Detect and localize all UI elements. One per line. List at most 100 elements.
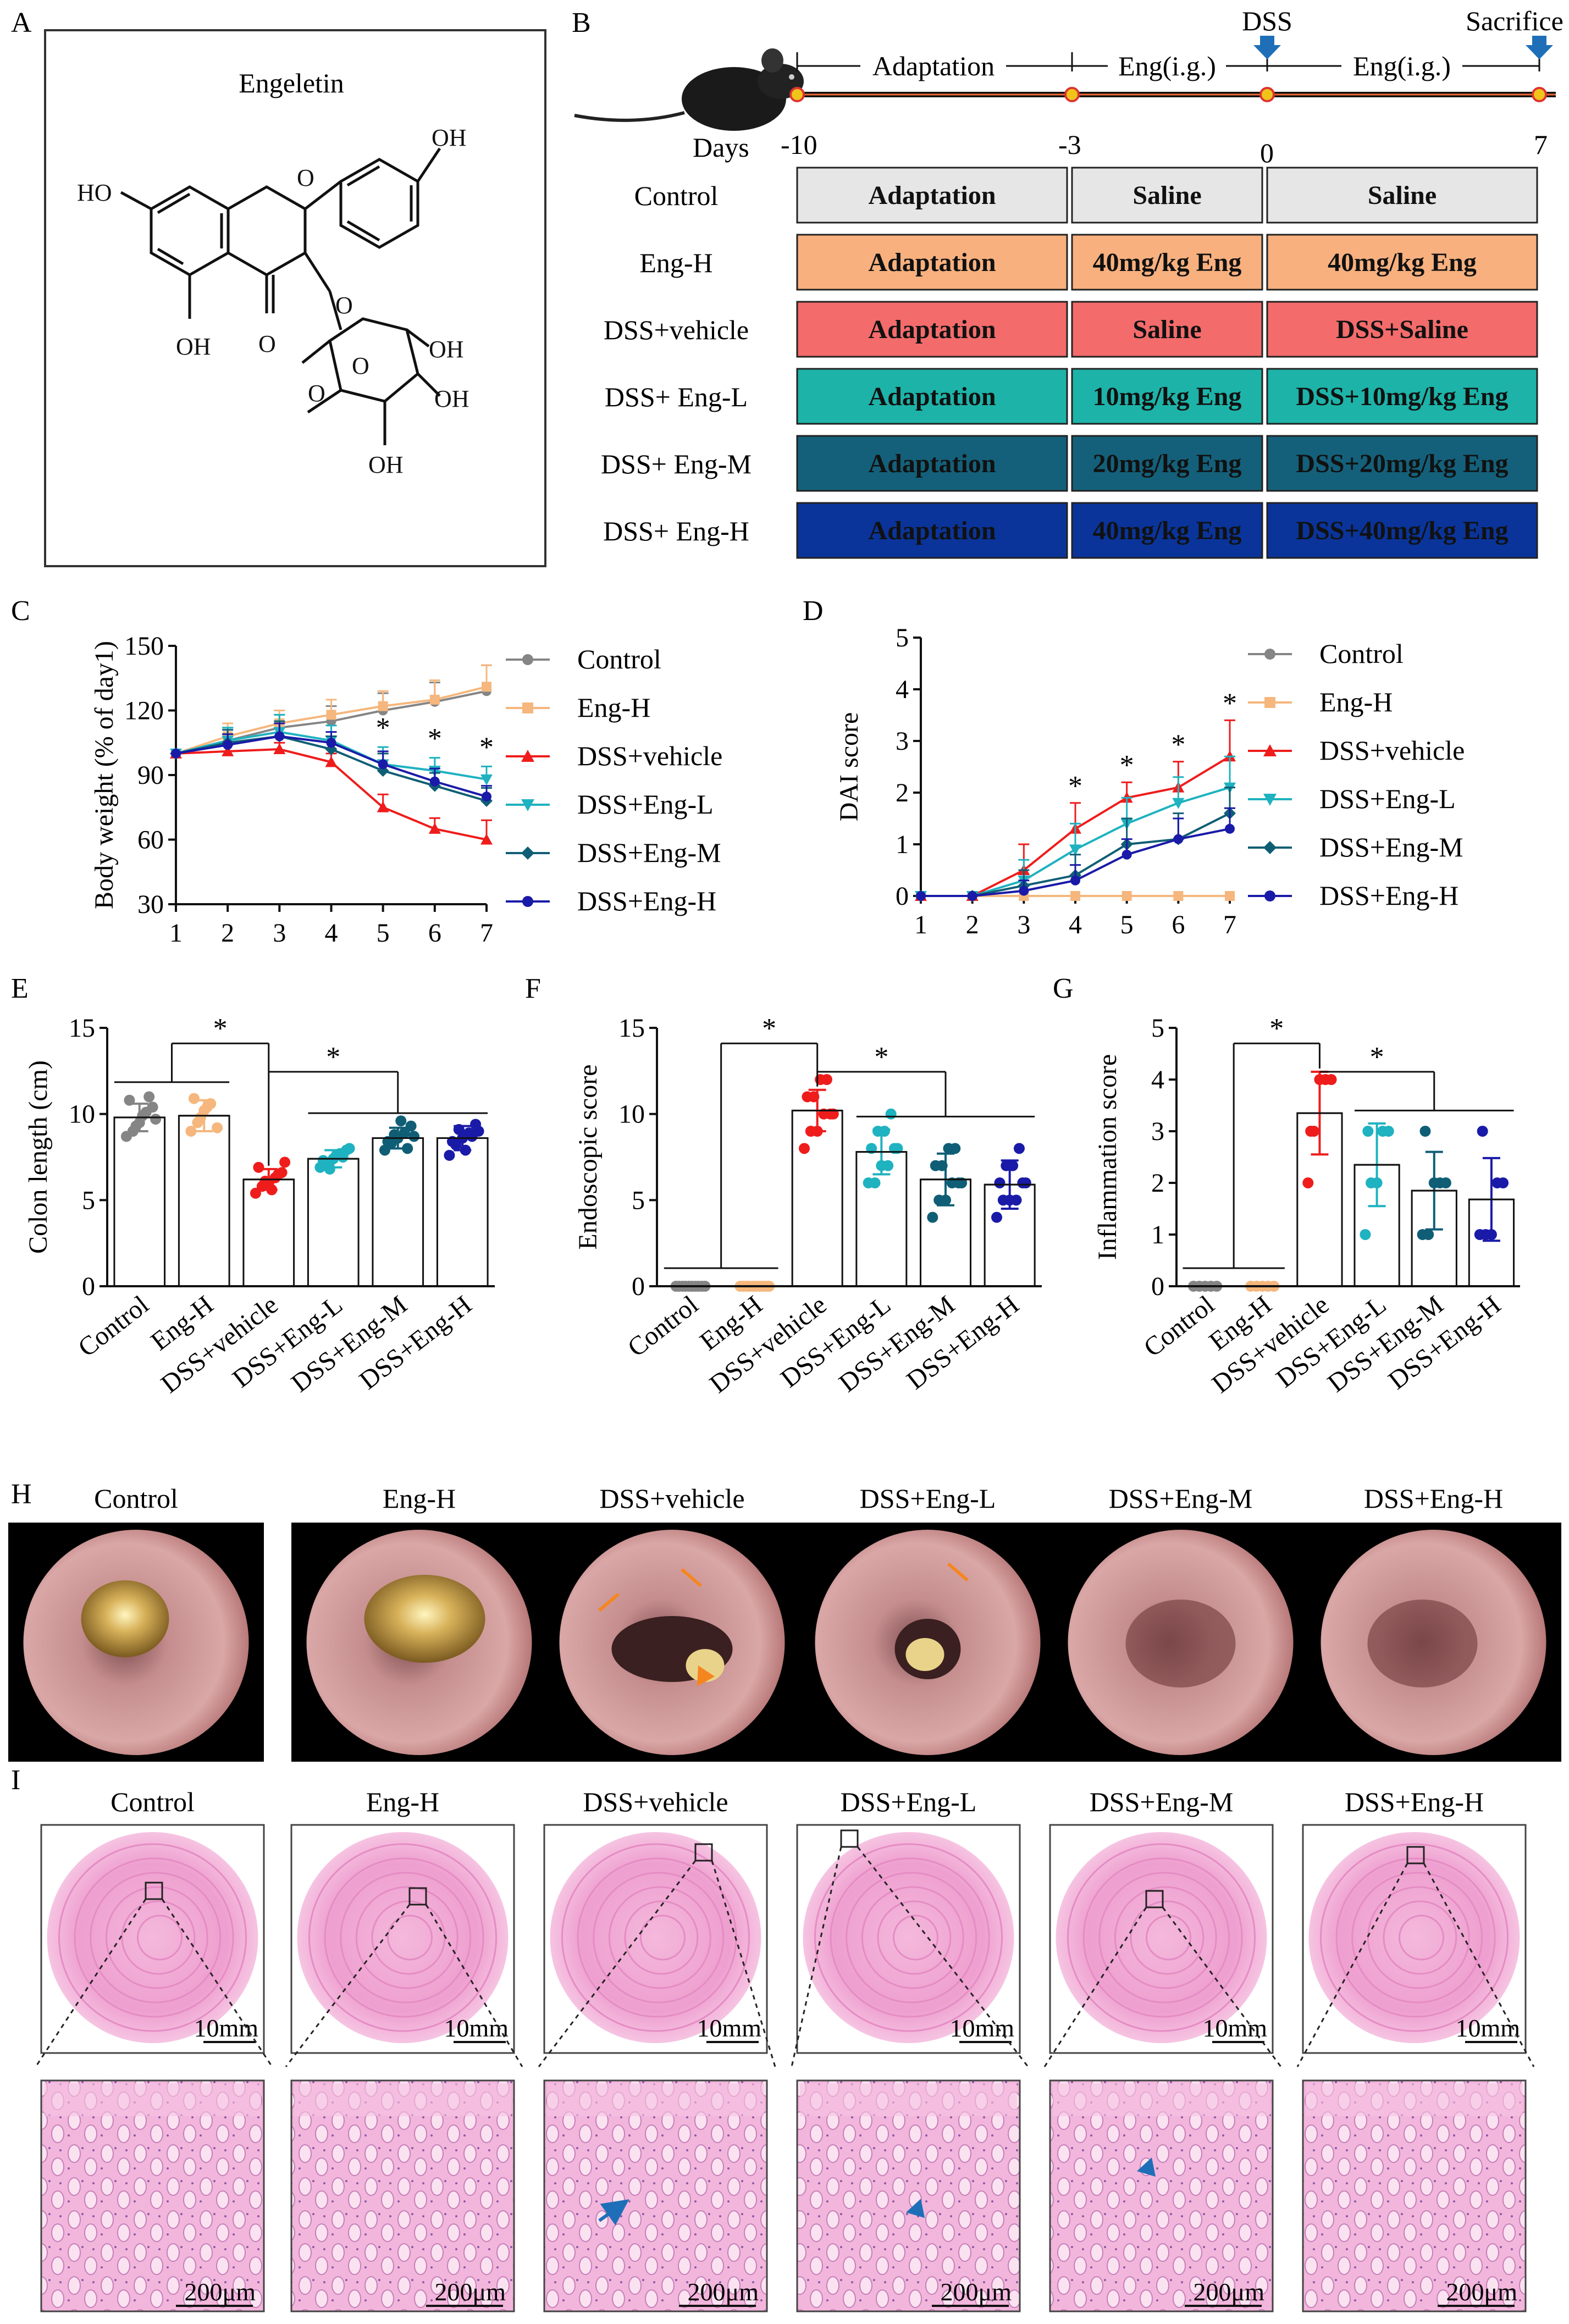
inset-box (145, 1882, 163, 1900)
data-point (1360, 1229, 1371, 1240)
scale-bar-label: 200μm (435, 2278, 506, 2306)
data-point (429, 694, 440, 705)
inset-box (1406, 1846, 1425, 1864)
y-tick-label: 3 (896, 727, 909, 756)
timeline-eng1-label: Eng(i.g.) (1118, 51, 1216, 81)
y-axis-label: Colon length (cm) (24, 1060, 53, 1254)
panel-h: H Control Eng-H DSS+vehicle DSS+Eng-L DSS+En… (8, 1479, 1561, 1762)
significance-star: * (762, 1013, 776, 1044)
mucosa-band (800, 2083, 1017, 2116)
histology-zoom: 200μm (1302, 2079, 1527, 2312)
data-point (869, 1177, 881, 1188)
day-tick: 7 (1534, 129, 1548, 160)
histology-overview: 10mm (1043, 1824, 1282, 2067)
y-axis-label: Endoscopic score (573, 1064, 603, 1249)
significance-star: * (874, 1042, 888, 1073)
zoom-image (543, 2079, 768, 2312)
group-name: Eng-H (639, 247, 712, 278)
data-point (1305, 1126, 1317, 1137)
data-point (428, 822, 441, 834)
data-point (222, 745, 234, 756)
bar (307, 1158, 360, 1287)
x-tick-label: 6 (1172, 910, 1185, 939)
x-tick-label: 1 (914, 910, 927, 939)
timeline-dss-label: DSS (1242, 5, 1292, 36)
group-name: DSS+ Eng-M (601, 449, 752, 479)
endoscopy-image (1053, 1523, 1308, 1762)
timeline-eng2-label: Eng(i.g.) (1353, 51, 1451, 81)
data-point (337, 1152, 349, 1163)
group-cell (1266, 234, 1538, 291)
data-point (395, 1115, 407, 1127)
significance-star: * (1223, 688, 1237, 719)
scale-bar-label: 10mm (444, 2014, 509, 2042)
data-point (1264, 697, 1275, 708)
endoscopy-title: DSS+Eng-M (1109, 1483, 1253, 1514)
data-point (1362, 1126, 1374, 1137)
group-cell (796, 301, 1068, 358)
y-tick-label: 2 (1151, 1169, 1164, 1198)
scale-bar-label: 200μm (185, 2278, 256, 2306)
group-cell-label: 20mg/kg Eng (1093, 449, 1242, 478)
bar-group-eng-h (178, 1093, 230, 1287)
data-point (1070, 891, 1080, 901)
group-cell (1071, 167, 1263, 224)
group-cell-label: Adaptation (868, 248, 996, 277)
data-point (124, 1094, 135, 1106)
data-point (273, 743, 286, 754)
legend-label: DSS+Eng-H (1319, 880, 1458, 911)
zoom-guide (857, 1846, 1029, 2067)
y-tick-label: 15 (69, 1014, 95, 1043)
data-point (399, 1127, 410, 1139)
data-point (266, 1184, 278, 1196)
tissue-ring (74, 1857, 234, 2018)
significance-star: * (1171, 729, 1185, 761)
mucosa-band (1306, 2083, 1523, 2116)
atom-label: OH (434, 385, 469, 412)
data-point (522, 702, 533, 713)
tissue-ring (1383, 1900, 1457, 1975)
data-point (212, 1122, 223, 1133)
swiss-roll-section (550, 1832, 761, 2043)
data-point (274, 731, 285, 742)
panel-letter-c: C (11, 595, 30, 627)
timeline: Adaptation Eng(i.g.) Eng(i.g.) DSS Sacri… (693, 5, 1564, 168)
data-point (1225, 891, 1235, 901)
x-tick-label: 3 (1017, 910, 1030, 939)
data-point (273, 1169, 284, 1180)
data-point (188, 1093, 200, 1104)
data-point (879, 1126, 890, 1137)
endoscopy-image (800, 1523, 1056, 1762)
histology-title: DSS+vehicle (583, 1786, 728, 1817)
swiss-roll-section (1308, 1832, 1520, 2043)
data-point (1302, 1177, 1314, 1188)
data-point (250, 1187, 261, 1199)
swiss-roll-section (1056, 1832, 1267, 2043)
zoom-image (1049, 2079, 1274, 2312)
group-name: DSS+vehicle (604, 314, 749, 345)
tissue-ring (893, 1914, 938, 1961)
bar-group-dss-vehicle (242, 1157, 295, 1287)
legend-item: Control (506, 644, 661, 674)
bar-group-dss-eng-m (372, 1115, 424, 1287)
panel-letter-d: D (803, 595, 824, 627)
data-point (185, 1126, 197, 1137)
group-cell (1071, 368, 1263, 425)
data-point (130, 1120, 142, 1132)
y-tick-label: 150 (124, 632, 164, 661)
group-cell (1266, 301, 1538, 358)
group-cell-label: Adaptation (868, 181, 996, 210)
y-tick-label: 0 (1151, 1272, 1164, 1301)
tissue-ring (1367, 1886, 1470, 1989)
endoscopy-image (291, 1523, 547, 1762)
timepoint-dot (789, 87, 805, 102)
data-point (916, 891, 926, 901)
tissue-ring (58, 1843, 247, 2032)
data-point (967, 891, 977, 901)
legend-label: Eng-H (1319, 687, 1393, 717)
data-point (482, 682, 491, 692)
atom-label: HO (77, 179, 112, 206)
group-cell (796, 502, 1068, 559)
compound-name: Engeletin (239, 68, 344, 98)
